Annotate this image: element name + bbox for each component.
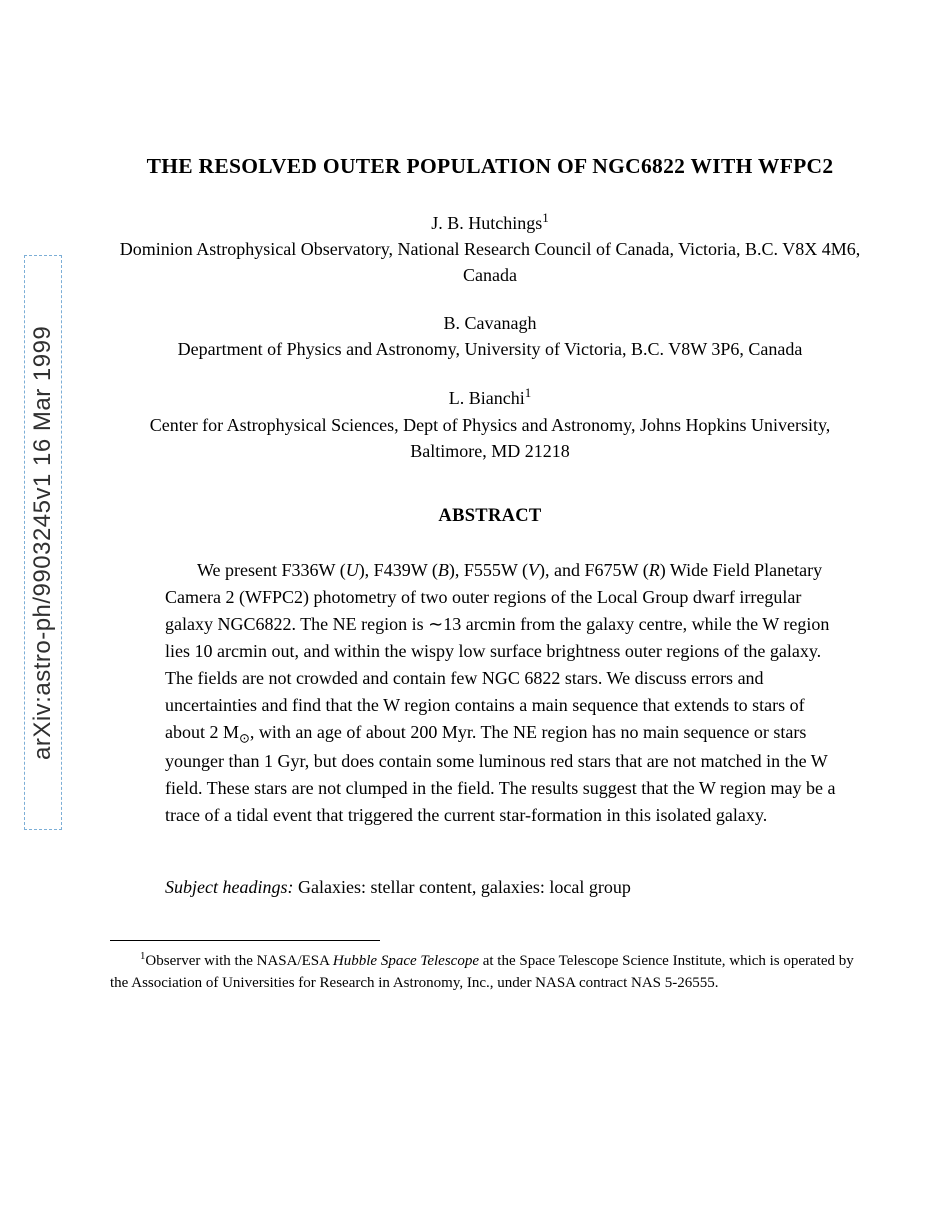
author-name-text: J. B. Hutchings [431, 213, 542, 233]
abstract-text: ) Wide Field Planetary Camera 2 (WFPC2) … [165, 560, 829, 742]
author-name-text: B. Cavanagh [444, 313, 537, 333]
footnote-italic: Hubble Space Telescope [333, 953, 479, 969]
affiliation-text: Center for Astrophysical Sciences, Dept … [150, 415, 831, 461]
affiliation-text: Department of Physics and Astronomy, Uni… [178, 339, 803, 359]
author-block-3: L. Bianchi1 Center for Astrophysical Sci… [110, 384, 870, 463]
footnote-text: Observer with the NASA/ESA [145, 953, 333, 969]
author-sup: 1 [542, 210, 548, 225]
arxiv-stamp: arXiv:astro-ph/9903245v1 16 Mar 1999 [24, 255, 62, 830]
footnote: 1Observer with the NASA/ESA Hubble Space… [110, 949, 870, 995]
author-block-2: B. Cavanagh Department of Physics and As… [110, 310, 870, 362]
filter-b: B [438, 560, 449, 580]
filter-u: U [346, 560, 359, 580]
affiliation-text: Dominion Astrophysical Observatory, Nati… [120, 239, 860, 285]
author-name: B. Cavanagh [444, 313, 537, 333]
author-sup: 1 [525, 385, 531, 400]
abstract-text: We present F336W ( [197, 560, 346, 580]
filter-v: V [528, 560, 539, 580]
abstract-text: , with an age of about 200 Myr. The NE r… [165, 722, 836, 825]
solar-symbol: ⊙ [239, 730, 250, 745]
subject-label: Subject headings: [165, 877, 293, 897]
author-name: L. Bianchi1 [449, 388, 531, 408]
footnote-rule [110, 940, 380, 941]
subject-text: Galaxies: stellar content, galaxies: loc… [293, 877, 630, 897]
abstract-text: ), F555W ( [449, 560, 528, 580]
paper-title: THE RESOLVED OUTER POPULATION OF NGC6822… [110, 152, 870, 181]
subject-headings: Subject headings: Galaxies: stellar cont… [165, 877, 845, 898]
filter-r: R [649, 560, 660, 580]
abstract-text: ), and F675W ( [539, 560, 649, 580]
abstract-heading: ABSTRACT [110, 506, 870, 527]
author-name-text: L. Bianchi [449, 388, 525, 408]
author-name: J. B. Hutchings1 [431, 213, 549, 233]
paper-content: THE RESOLVED OUTER POPULATION OF NGC6822… [110, 152, 870, 994]
abstract-body: We present F336W (U), F439W (B), F555W (… [165, 557, 845, 829]
abstract-text: ), F439W ( [359, 560, 438, 580]
author-block-1: J. B. Hutchings1 Dominion Astrophysical … [110, 209, 870, 288]
